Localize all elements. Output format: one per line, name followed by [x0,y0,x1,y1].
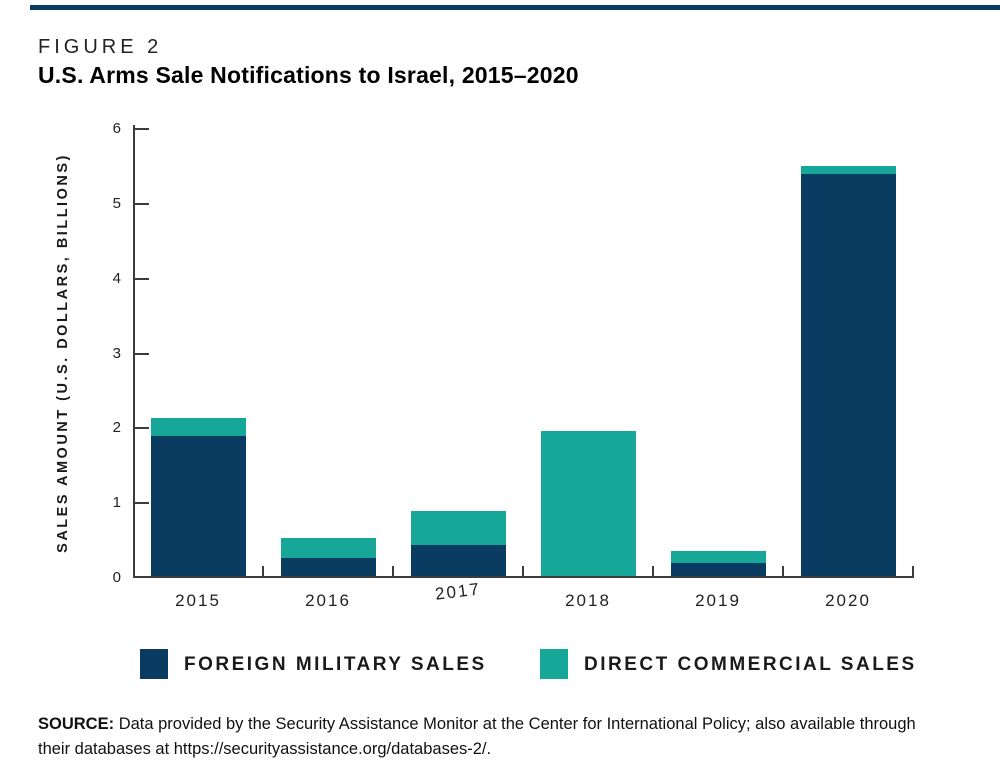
y-tick-3 [133,352,149,355]
y-tick-label-6: 6 [112,120,121,137]
bar-segment-2016-dcs [280,537,376,558]
y-tick-label-4: 4 [112,269,121,287]
figure-title: U.S. Arms Sale Notifications to Israel, … [38,62,579,88]
y-tick-5 [133,202,149,205]
source-note: SOURCE: Data provided by the Security As… [38,712,988,762]
bar-segment-2019-fms [670,563,766,578]
bar-segment-2017-dcs [410,511,506,546]
bar-segment-2019-dcs [670,551,766,564]
x-tick-2 [392,566,394,578]
plot-area: 0 1 2 3 4 5 6 2015 2016 2017 2018 2019 2020 [113,120,914,610]
bar-segment-2018-dcs [540,430,636,578]
bar-segment-2015-fms [150,435,246,578]
legend-label-dcs: DIRECT COMMERCIAL SALES [584,654,917,675]
y-axis-line [133,125,135,578]
y-tick-6 [133,128,149,130]
source-line2: their databases at https://securityassis… [38,740,492,758]
bar-segment-2020-dcs [800,165,896,174]
y-tick-label-5: 5 [112,194,121,212]
x-label-2020: 2020 [825,591,871,610]
y-tick-label-2: 2 [112,419,121,437]
bar-segment-2020-fms [800,173,896,578]
x-label-2015: 2015 [175,591,221,610]
legend-label-fms: FOREIGN MILITARY SALES [184,654,487,675]
source-prefix: SOURCE: [38,715,115,733]
legend-swatch-dcs [540,649,568,679]
source-line1: Data provided by the Security Assistance… [118,715,916,733]
bar-segment-2016-fms [280,557,376,578]
x-tick-5 [782,566,784,578]
y-tick-4 [133,277,149,280]
x-tick-6 [912,566,914,578]
bar-segment-2017-fms [410,545,506,578]
x-tick-3 [522,566,524,578]
y-tick-label-0: 0 [112,569,121,586]
x-label-2016: 2016 [305,591,351,610]
y-tick-2 [133,427,149,430]
x-tick-4 [652,566,654,578]
x-label-2019: 2019 [695,591,741,610]
y-tick-label-3: 3 [112,344,121,362]
legend-swatch-fms [140,649,168,679]
top-rule [30,5,1000,10]
y-tick-1 [133,502,149,505]
x-label-2017: 2017 [434,579,482,604]
figure-number-label: FIGURE 2 [38,36,163,58]
x-label-2018: 2018 [565,591,611,610]
y-tick-label-1: 1 [112,494,121,512]
x-tick-1 [262,566,264,578]
bar-segment-2015-dcs [150,417,246,436]
y-axis-title: SALES AMOUNT (U.S. DOLLARS, BILLIONS) [55,153,71,553]
